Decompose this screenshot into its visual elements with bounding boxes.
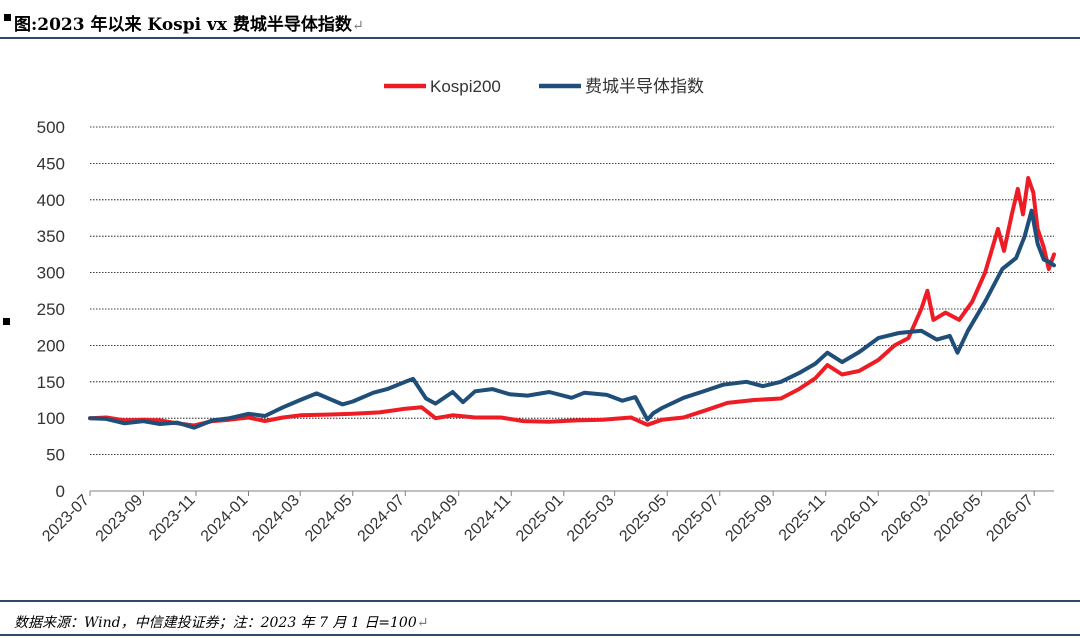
y-tick-label: 100 — [37, 409, 65, 428]
x-tick-label: 2025-11 — [776, 492, 829, 545]
figure-title: 图:2023 年以来 Kospi vx 费城半导体指数↵ — [14, 10, 364, 35]
y-tick-label: 400 — [37, 191, 65, 210]
figure-title-text: 图:2023 年以来 Kospi vx 费城半导体指数 — [14, 15, 352, 35]
y-tick-label: 300 — [37, 264, 65, 283]
y-tick-label: 350 — [37, 227, 65, 246]
x-tick-label: 2023-07 — [39, 492, 93, 546]
legend-label-1: 费城半导体指数 — [585, 77, 704, 96]
x-tick-label: 2025-09 — [722, 492, 776, 546]
side-bullet — [3, 318, 10, 325]
x-tick-label: 2024-05 — [302, 492, 356, 546]
y-tick-label: 450 — [37, 154, 65, 173]
y-tick-label: 150 — [37, 373, 65, 392]
grid-layer — [90, 126, 1054, 456]
y-tick-label: 200 — [37, 336, 65, 355]
x-tick-label: 2026-01 — [828, 492, 882, 546]
y-tick-label: 250 — [37, 300, 65, 319]
figure-header: 图:2023 年以来 Kospi vx 费城半导体指数↵ — [0, 0, 1080, 38]
x-tick-label: 2024-11 — [461, 492, 514, 545]
footer-return-mark-icon: ↵ — [416, 615, 429, 631]
return-mark-icon: ↵ — [351, 18, 364, 34]
footer-rule-top — [0, 600, 1080, 602]
legend: Kospi200 费城半导体指数 — [384, 77, 704, 96]
x-tick-label: 2024-03 — [249, 492, 303, 546]
header-bullet — [4, 14, 11, 21]
x-tick-label: 2026-07 — [983, 492, 1037, 546]
y-tick-label: 0 — [56, 482, 65, 501]
y-tick-label: 500 — [37, 118, 65, 137]
x-tick-label: 2024-07 — [355, 492, 409, 546]
x-tick-label: 2025-05 — [616, 492, 670, 546]
y-tick-label: 50 — [46, 446, 65, 465]
x-tick-label: 2026-05 — [931, 492, 985, 546]
x-tick-label: 2024-01 — [198, 492, 252, 546]
series-layer — [88, 176, 1056, 430]
series-line-1 — [88, 208, 1056, 430]
footer-rule-bottom — [0, 634, 1080, 636]
x-tick-label: 2025-03 — [564, 492, 618, 546]
header-rule — [0, 37, 1080, 39]
legend-label-0: Kospi200 — [430, 77, 501, 96]
series-line-0 — [88, 176, 1056, 428]
x-tick-label: 2025-07 — [669, 492, 723, 546]
x-tick-label: 2026-03 — [878, 492, 932, 546]
source-note-text: 数据来源：Wind，中信建投证券；注：2023 年 7 月 1 日=100 — [14, 615, 417, 631]
x-tick-label: 2023-11 — [146, 492, 199, 545]
x-tick-label: 2024-09 — [408, 492, 462, 546]
x-tick-label: 2023-09 — [93, 492, 147, 546]
x-tick-label: 2025-01 — [513, 492, 567, 546]
source-note: 数据来源：Wind，中信建投证券；注：2023 年 7 月 1 日=100↵ — [14, 612, 428, 632]
